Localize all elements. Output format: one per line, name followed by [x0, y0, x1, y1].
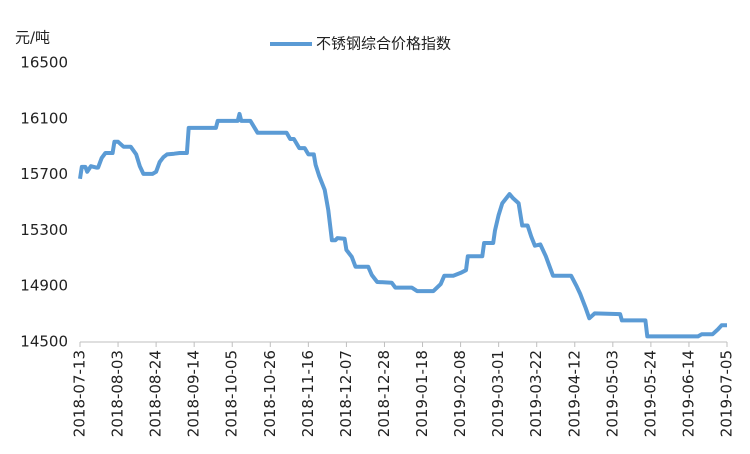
y-tick-label: 16500 [20, 54, 68, 72]
x-tick-label: 2018-11-16 [299, 350, 317, 437]
x-tick-label: 2019-04-12 [565, 350, 583, 437]
x-tick-label: 2018-09-14 [185, 350, 203, 437]
y-tick-label: 14900 [20, 277, 68, 295]
x-tick-label: 2019-03-01 [489, 350, 507, 437]
x-tick-label: 2018-07-13 [71, 350, 89, 437]
x-tick-label: 2018-12-28 [375, 350, 393, 437]
y-tick-label: 14500 [20, 333, 68, 351]
y-tick-label: 15700 [20, 165, 68, 183]
y-unit-label: 元/吨 [15, 29, 50, 47]
x-tick-label: 2018-08-03 [109, 350, 127, 437]
legend-label: 不锈钢综合价格指数 [316, 35, 451, 53]
x-tick-label: 2018-10-05 [223, 350, 241, 437]
y-tick-label: 16100 [20, 109, 68, 127]
x-tick-label: 2018-08-24 [147, 350, 165, 437]
x-tick-label: 2018-12-07 [337, 350, 355, 437]
x-tick-label: 2018-10-26 [261, 350, 279, 437]
y-tick-label: 15300 [20, 221, 68, 239]
x-tick-label: 2019-02-08 [451, 350, 469, 437]
x-tick-label: 2019-05-03 [603, 350, 621, 437]
x-tick-label: 2019-07-05 [718, 350, 736, 437]
x-tick-label: 2019-06-14 [679, 350, 697, 437]
x-tick-label: 2019-01-18 [413, 350, 431, 437]
data-line [78, 111, 727, 339]
x-tick-label: 2019-03-22 [527, 350, 545, 437]
x-tick-label: 2019-05-24 [641, 350, 659, 437]
